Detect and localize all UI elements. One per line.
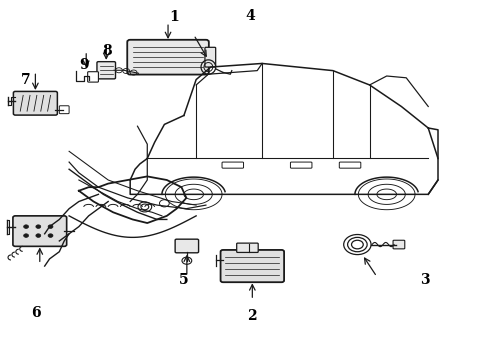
FancyBboxPatch shape [13, 91, 57, 115]
Circle shape [36, 234, 41, 237]
Text: 2: 2 [247, 309, 257, 323]
FancyBboxPatch shape [222, 162, 244, 168]
Text: 4: 4 [245, 9, 255, 23]
FancyBboxPatch shape [220, 250, 284, 282]
Circle shape [48, 234, 53, 237]
Circle shape [24, 234, 28, 237]
FancyBboxPatch shape [393, 240, 405, 249]
FancyBboxPatch shape [59, 106, 69, 114]
FancyBboxPatch shape [175, 239, 198, 253]
Text: 5: 5 [179, 273, 188, 287]
FancyBboxPatch shape [97, 62, 116, 79]
FancyBboxPatch shape [339, 162, 361, 168]
FancyBboxPatch shape [88, 72, 98, 82]
FancyBboxPatch shape [291, 162, 312, 168]
Circle shape [24, 225, 28, 228]
FancyBboxPatch shape [13, 216, 67, 246]
Text: 3: 3 [420, 273, 430, 287]
Circle shape [48, 225, 53, 228]
Text: 6: 6 [31, 306, 41, 320]
FancyBboxPatch shape [237, 243, 258, 252]
FancyBboxPatch shape [205, 47, 216, 67]
Circle shape [36, 225, 41, 228]
Text: 8: 8 [102, 44, 112, 58]
FancyBboxPatch shape [127, 40, 209, 75]
Text: 7: 7 [21, 73, 31, 87]
Text: 9: 9 [79, 58, 89, 72]
Text: 1: 1 [169, 10, 179, 24]
